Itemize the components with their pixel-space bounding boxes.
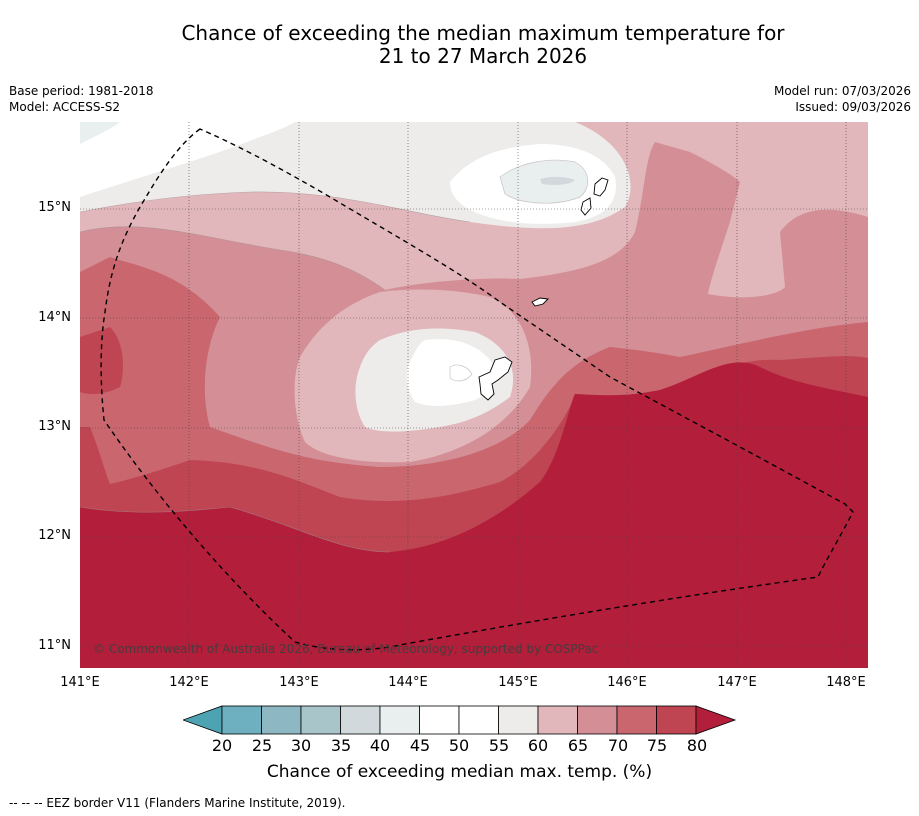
colorbar-segment <box>537 705 578 735</box>
lat-label: 11°N <box>38 638 71 653</box>
colorbar-tick: 40 <box>369 736 391 755</box>
lat-label: 13°N <box>38 419 71 434</box>
colorbar-segment <box>498 705 539 735</box>
lon-label: 141°E <box>60 675 100 690</box>
colorbar-segment <box>300 705 341 735</box>
eez-footnote: -- -- -- EEZ border V11 (Flanders Marine… <box>9 796 346 810</box>
colorbar-segment <box>261 705 302 735</box>
island-tinian <box>580 197 592 216</box>
colorbar-segment <box>419 705 460 735</box>
base-period: Base period: 1981-2018 <box>9 84 154 98</box>
colorbar-tick: 80 <box>686 736 708 755</box>
lon-label: 144°E <box>388 675 428 690</box>
band-45-guam <box>449 364 473 382</box>
colorbar-segment <box>616 705 657 735</box>
lat-label: 12°N <box>38 528 71 543</box>
copyright-notice: © Commonwealth of Australia 2026, Bureau… <box>93 642 599 656</box>
colorbar-tick: 55 <box>488 736 510 755</box>
colorbar-segment <box>577 705 618 735</box>
lon-label: 148°E <box>826 675 866 690</box>
island-rota <box>531 297 549 307</box>
colorbar-segment <box>379 705 420 735</box>
lon-label: 145°E <box>498 675 538 690</box>
colorbar-extend-low <box>183 705 223 735</box>
colorbar-tick: 75 <box>646 736 668 755</box>
band-45-topleft <box>80 122 120 144</box>
lon-label: 142°E <box>169 675 209 690</box>
colorbar-tick: 25 <box>251 736 273 755</box>
island-saipan <box>593 177 609 197</box>
meta-left: Base period: 1981-2018 Model: ACCESS-S2 <box>9 83 154 115</box>
colorbar-tick: 65 <box>567 736 589 755</box>
colorbar-extend-high <box>695 705 737 735</box>
lat-label: 14°N <box>38 310 71 325</box>
graticule <box>80 122 868 668</box>
colorbar-tick: 20 <box>211 736 233 755</box>
colorbar-tick: 35 <box>330 736 352 755</box>
lon-label: 143°E <box>279 675 319 690</box>
band-80 <box>80 362 868 668</box>
colorbar-segment <box>458 705 499 735</box>
map-title: Chance of exceeding the median maximum t… <box>0 22 919 68</box>
title-line-2: 21 to 27 March 2026 <box>378 44 588 68</box>
colorbar-tick: 70 <box>607 736 629 755</box>
colorbar-tick: 50 <box>448 736 470 755</box>
colorbar-segment <box>656 705 697 735</box>
colorbar-tick: 60 <box>527 736 549 755</box>
eez-border <box>100 128 854 651</box>
band-50-topleft <box>80 122 295 187</box>
colorbar-tick: 30 <box>290 736 312 755</box>
colorbar-tick: 45 <box>409 736 431 755</box>
lon-label: 147°E <box>717 675 757 690</box>
colorbar-segment <box>340 705 381 735</box>
colorbar <box>183 705 737 735</box>
colorbar-label: Chance of exceeding median max. temp. (%… <box>266 762 653 782</box>
title-line-1: Chance of exceeding the median maximum t… <box>181 21 785 45</box>
issued-date: Issued: 09/03/2026 <box>795 100 911 114</box>
island-guam <box>478 356 513 401</box>
band-40-north <box>540 176 575 185</box>
lat-label: 15°N <box>38 200 71 215</box>
lon-label: 146°E <box>607 675 647 690</box>
meta-right: Model run: 07/03/2026 Issued: 09/03/2026 <box>774 83 911 115</box>
probability-map <box>80 122 868 668</box>
band-75-left <box>80 327 123 395</box>
model-run: Model run: 07/03/2026 <box>773 84 911 98</box>
model-name: Model: ACCESS-S2 <box>9 100 121 114</box>
colorbar-segment <box>221 705 262 735</box>
